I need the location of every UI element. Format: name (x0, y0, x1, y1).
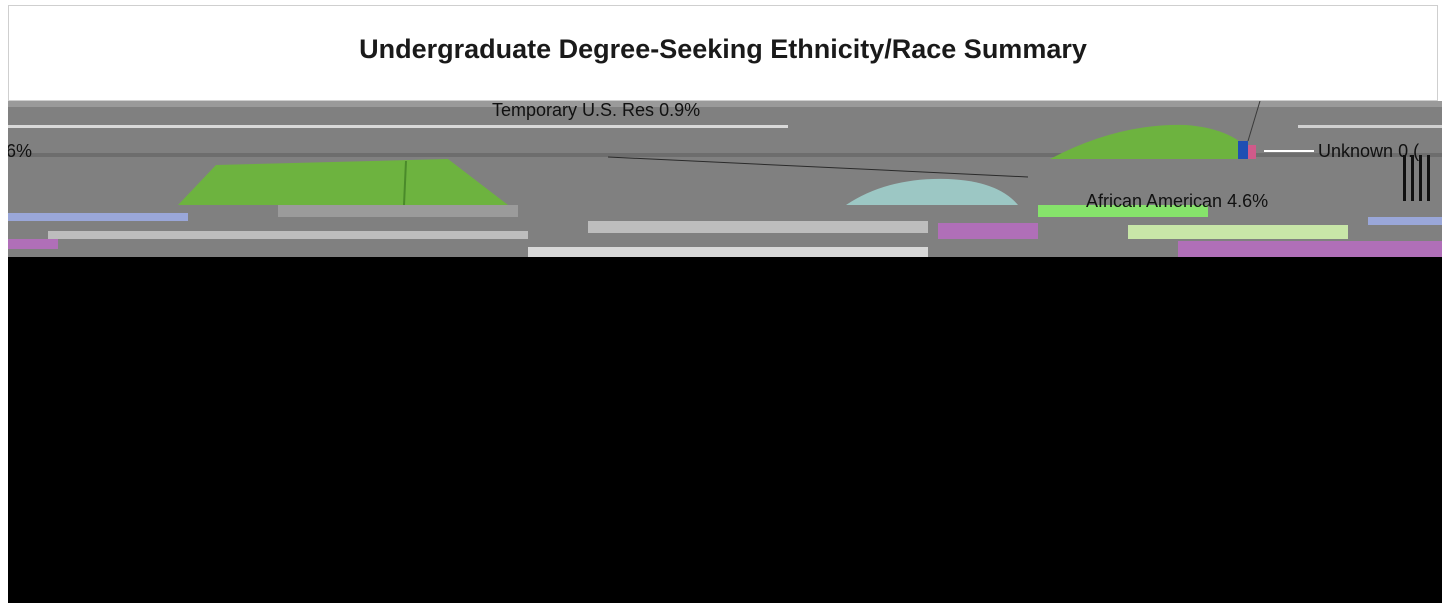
artifact-strip (588, 221, 928, 233)
artifact-vertical (1419, 155, 1422, 201)
artifact-vertical (1427, 155, 1430, 201)
pie-chart-svg: Temporary U.S. Res 0.9% 6% Unknown 0.( A… (8, 101, 1442, 257)
pie-fragment-green-right (1050, 124, 1256, 159)
artifact-strip (1298, 125, 1442, 128)
artifact-strip (48, 231, 528, 239)
artifact-strip (528, 247, 928, 257)
artifact-strip (8, 125, 788, 128)
data-label-temporary: Temporary U.S. Res 0.9% (492, 101, 700, 120)
pie-fragment-green-left (178, 159, 508, 205)
pie-slice-blue (1238, 141, 1248, 159)
artifact-strip (278, 205, 518, 217)
artifact-vertical (1411, 155, 1414, 201)
data-label-unknown: Unknown 0.( (1318, 141, 1419, 161)
pie-slice-edge (403, 160, 407, 206)
leader-line (1247, 101, 1261, 142)
artifact-light-green (1128, 225, 1348, 239)
leader-line (607, 156, 1029, 178)
artifact-strip (8, 101, 1442, 107)
data-label-african-american: African American 4.6% (1086, 191, 1268, 211)
title-panel: Undergraduate Degree-Seeking Ethnicity/R… (8, 5, 1438, 101)
pie-fragment-teal (846, 178, 1018, 205)
artifact-purple (1178, 241, 1442, 257)
corrupted-black-area (8, 257, 1442, 603)
data-label-partial: 6% (8, 141, 32, 161)
pie-slice-pink (1248, 145, 1256, 159)
artifact-green (1038, 205, 1208, 217)
chart-title: Undergraduate Degree-Seeking Ethnicity/R… (359, 34, 1087, 64)
artifact-blue (1368, 217, 1442, 225)
corrupted-chart-area: Temporary U.S. Res 0.9% 6% Unknown 0.( A… (8, 101, 1442, 257)
artifact-purple (8, 239, 58, 249)
artifact-vertical (1403, 155, 1406, 201)
artifact-purple (938, 223, 1038, 239)
artifact-blue (8, 213, 188, 221)
artifact-strip (8, 153, 1442, 157)
